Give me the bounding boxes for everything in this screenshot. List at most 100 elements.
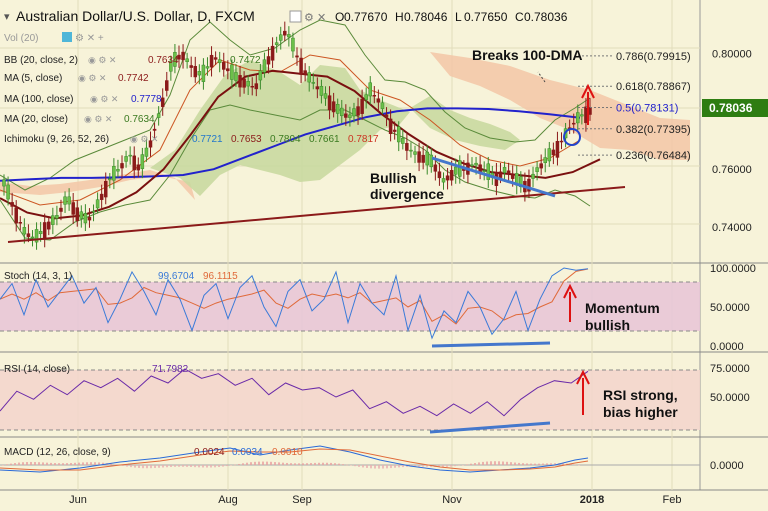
eye-icon: ◉ ⚙ ✕	[130, 134, 158, 144]
macd-bar	[538, 463, 540, 465]
candle-body	[539, 163, 543, 169]
macd-bar	[282, 462, 284, 465]
legend-ichimoku-v5: 0.7817	[348, 134, 379, 145]
candle-body	[59, 207, 63, 212]
candle-body	[152, 128, 157, 131]
candle-body	[295, 55, 299, 58]
rsi-tick-label: 75.0000	[710, 363, 750, 375]
candle-body	[543, 157, 547, 164]
candle-body	[348, 114, 352, 118]
candle-body	[445, 175, 450, 181]
candle-body	[242, 78, 246, 88]
macd-bar	[90, 462, 92, 465]
macd-bar	[378, 465, 380, 469]
legend-icons: ◉ ⚙ ✕ ◉ ⚙ ✕ ◉ ⚙ ✕ ◉ ⚙ ✕ ◉ ⚙ ✕	[78, 55, 158, 144]
legend-ichimoku-name: Ichimoku (9, 26, 52, 26)	[4, 134, 109, 145]
macd-bar	[74, 462, 76, 465]
candle-body	[262, 59, 267, 73]
macd-bar	[158, 465, 160, 468]
macd-bar	[302, 463, 304, 465]
candle-body	[83, 213, 88, 224]
candle-body	[193, 66, 198, 78]
macd-bar	[338, 463, 340, 465]
macd-bar	[470, 463, 472, 465]
chart-title: Australian Dollar/U.S. Dollar, D, FXCM	[16, 8, 255, 24]
macd-bar	[246, 462, 248, 465]
macd-bar	[46, 462, 48, 465]
macd-bar	[334, 463, 336, 465]
stoch-arrow-head	[563, 283, 577, 299]
macd-bar	[486, 461, 488, 465]
annotation-breaks-100dma: Breaks 100-DMA	[472, 47, 583, 63]
vol-settings-icon: ⚙ ✕ +	[75, 33, 104, 44]
candle-body	[413, 151, 417, 155]
candle-body	[283, 30, 287, 36]
candle-body	[51, 215, 55, 225]
ohlc-h-value: 0.78046	[404, 10, 448, 24]
legend-ma5-val: 0.7742	[118, 73, 149, 84]
candle-body	[384, 114, 389, 118]
candle-body	[22, 227, 27, 235]
macd-bar	[10, 463, 12, 465]
candle-body	[270, 45, 275, 61]
candle-body	[189, 65, 193, 68]
eye-icon: ◉ ⚙ ✕	[78, 73, 106, 83]
candle-body	[482, 170, 486, 172]
fibonacci-levels: 0.786(0.79915) 0.618(0.78867) 0.5(0.78131)…	[578, 51, 691, 162]
macd-axis-zero: 0.0000	[710, 460, 744, 472]
price-tick-label: 0.80000	[712, 48, 752, 60]
macd-bar	[18, 462, 20, 465]
rsi-band	[0, 370, 700, 430]
macd-bar	[290, 463, 292, 465]
candle-body	[120, 163, 124, 169]
ohlc-h-label: H	[395, 10, 404, 24]
macd-val-2: 0.0034	[232, 447, 263, 458]
stoch-val-k: 99.6704	[158, 271, 195, 282]
candles	[2, 21, 592, 250]
stoch-divergence-line	[431, 341, 551, 348]
eye-icon: ◉ ⚙ ✕	[90, 94, 118, 104]
vol-eye-icon	[62, 32, 72, 42]
macd-val-1: 0.0024	[194, 447, 225, 458]
candle-body	[2, 179, 6, 187]
macd-bar	[150, 465, 152, 469]
fib-level-label: 0.786(0.79915)	[616, 51, 691, 63]
candle-body	[372, 95, 377, 97]
legend-bb-val1: 0.7634	[148, 55, 179, 66]
close-icon: ✕	[317, 12, 326, 24]
macd-bar	[218, 465, 220, 468]
macd-bar	[130, 465, 132, 468]
macd-bar	[162, 465, 164, 468]
candle-body	[181, 51, 185, 61]
macd-bar	[366, 465, 368, 468]
macd-bar	[554, 463, 556, 465]
candle-body	[498, 171, 503, 178]
candle-body	[327, 95, 332, 111]
candle-body	[307, 72, 311, 83]
fib-level-label: 0.618(0.78867)	[616, 81, 691, 93]
candle-body	[47, 221, 51, 230]
ohlc-l-label: L	[455, 10, 462, 24]
candle-body	[234, 72, 238, 81]
macd-bar	[142, 465, 144, 469]
ichimoku-cloud	[0, 52, 690, 200]
macd-bar	[26, 462, 28, 465]
candle-body	[331, 101, 336, 113]
candle-body	[108, 178, 112, 181]
macd-bar	[58, 463, 60, 465]
macd-bar	[562, 463, 564, 465]
annotation-rsi-strong: RSI strong,	[603, 387, 678, 403]
candle-body	[156, 113, 161, 118]
macd-bar	[230, 465, 232, 466]
macd-bar	[234, 464, 236, 466]
candle-body	[421, 154, 425, 163]
breakout-arrow-head	[581, 83, 595, 99]
candle-body	[217, 59, 222, 64]
candle-body	[340, 107, 344, 117]
ichimoku-lines	[0, 54, 581, 206]
candle-body	[99, 193, 104, 200]
candle-body	[128, 154, 132, 157]
rsi-arrow-head	[576, 369, 590, 385]
candle-body	[112, 166, 116, 181]
candle-body	[238, 75, 242, 88]
